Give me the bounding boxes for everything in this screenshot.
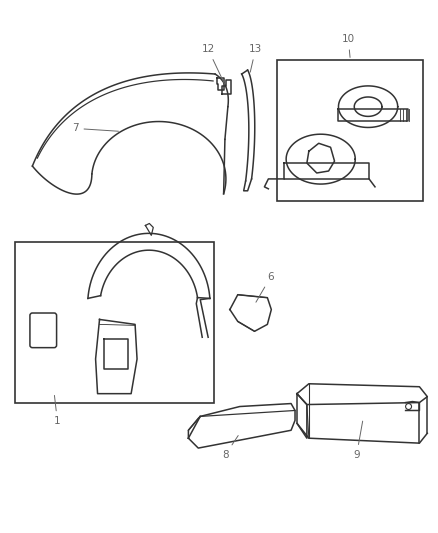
Text: 9: 9	[353, 421, 363, 460]
Text: 12: 12	[201, 44, 225, 84]
Bar	[277, 60, 424, 201]
Text: 10: 10	[342, 34, 355, 58]
Text: 13: 13	[249, 44, 262, 72]
Bar	[14, 243, 214, 402]
Text: 7: 7	[72, 124, 119, 133]
Text: 6: 6	[256, 272, 274, 302]
Text: 1: 1	[54, 395, 61, 426]
Text: 8: 8	[222, 435, 238, 460]
